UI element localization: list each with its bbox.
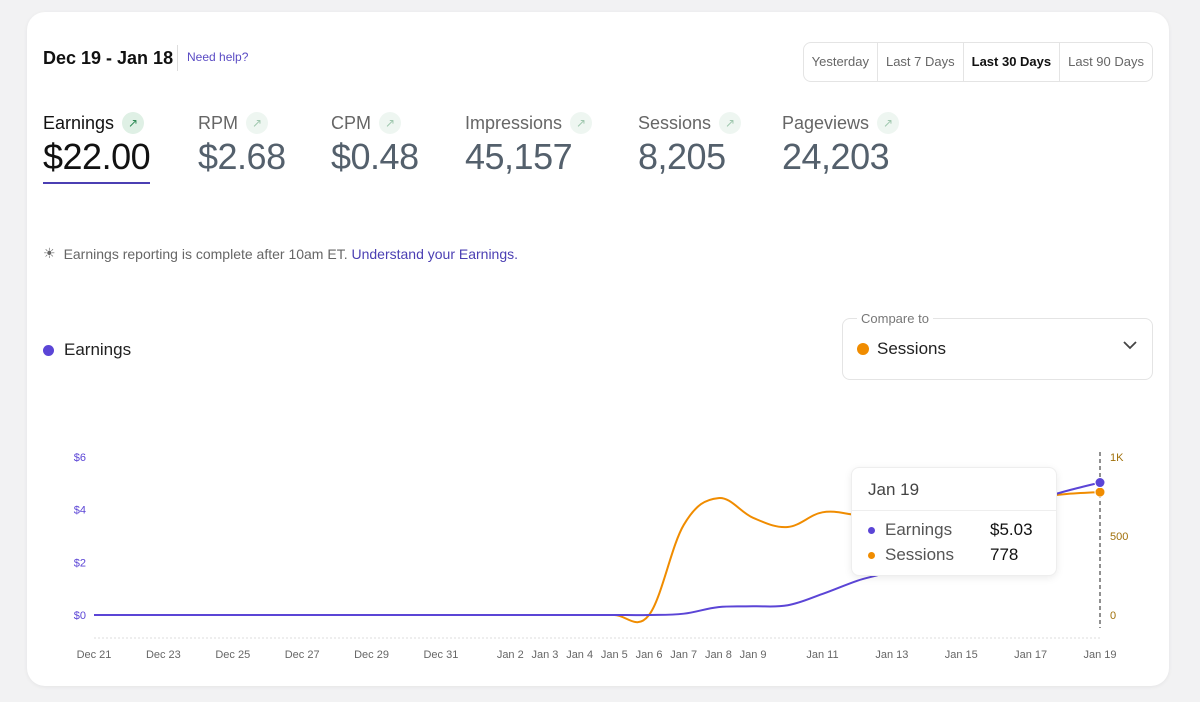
- metric-value: 45,157: [465, 136, 573, 177]
- sessions-dot-icon: [868, 551, 875, 559]
- metric-impressions[interactable]: Impressions ↗ 45,157: [465, 112, 593, 178]
- tooltip-row-earnings: Earnings $5.03: [868, 520, 1040, 540]
- y-right-tick-label: 0: [1110, 610, 1116, 622]
- trend-up-icon: ↗: [246, 112, 268, 134]
- divider: [177, 45, 178, 71]
- metric-label: Sessions: [638, 112, 712, 133]
- chart-tooltip: Jan 19 Earnings $5.03 Sessions 778: [851, 467, 1057, 576]
- period-yesterday[interactable]: Yesterday: [804, 43, 878, 81]
- y-left-tick-label: $2: [74, 557, 86, 569]
- metric-rpm[interactable]: RPM ↗ $2.68: [198, 112, 286, 178]
- metric-sessions[interactable]: Sessions ↗ 8,205: [638, 112, 742, 178]
- trend-up-icon: ↗: [570, 112, 593, 134]
- tooltip-label: Earnings: [885, 520, 953, 539]
- data-point-sessions: [1094, 486, 1106, 498]
- legend-label: Earnings: [64, 340, 132, 359]
- metric-label: CPM: [331, 112, 371, 133]
- tooltip-date: Jan 19: [868, 480, 920, 499]
- metric-label: RPM: [198, 112, 238, 133]
- need-help-link[interactable]: Need help?: [187, 50, 249, 64]
- metric-label: Pageviews: [782, 112, 870, 133]
- x-tick-label: Jan 5: [601, 649, 628, 661]
- earnings-card: Dec 19 - Jan 18 Need help? Yesterday Las…: [27, 12, 1169, 686]
- metric-label: Earnings: [43, 112, 115, 133]
- x-tick-label: Jan 8: [705, 649, 732, 661]
- x-tick-label: Dec 21: [77, 649, 112, 661]
- metric-value: 8,205: [638, 136, 726, 177]
- chevron-down-icon: [1123, 341, 1137, 350]
- x-tick-label: Jan 9: [740, 649, 767, 661]
- metric-value: $22.00: [43, 136, 151, 177]
- compare-to-select[interactable]: Compare to Sessions: [842, 311, 1153, 380]
- x-tick-label: Jan 17: [1014, 649, 1047, 661]
- x-tick-label: Dec 27: [285, 649, 320, 661]
- y-left-tick-label: $0: [74, 610, 86, 622]
- trend-up-icon: ↗: [379, 112, 401, 134]
- sessions-dot-icon: [857, 343, 869, 355]
- earnings-note: ☀ Earnings reporting is complete after 1…: [43, 245, 518, 262]
- sun-icon: ☀: [43, 245, 56, 261]
- y-right-tick-label: 500: [1110, 531, 1128, 543]
- trend-up-icon: ↗: [122, 112, 145, 134]
- compare-value: Sessions: [877, 339, 946, 358]
- x-tick-label: Jan 6: [636, 649, 663, 661]
- data-point-earnings: [1094, 477, 1106, 489]
- x-tick-label: Jan 15: [945, 649, 978, 661]
- understand-earnings-link[interactable]: Understand your Earnings.: [351, 245, 519, 262]
- period-last-30-days[interactable]: Last 30 Days: [964, 43, 1061, 81]
- metric-value: 24,203: [782, 136, 890, 177]
- metric-earnings[interactable]: Earnings ↗ $22.00: [43, 112, 151, 184]
- period-last-7-days[interactable]: Last 7 Days: [878, 43, 964, 81]
- metric-cpm[interactable]: CPM ↗ $0.48: [331, 112, 419, 178]
- metric-value: $0.48: [331, 136, 419, 177]
- tooltip-value: $5.03: [990, 520, 1033, 539]
- tooltip-label: Sessions: [885, 545, 954, 564]
- x-tick-label: Jan 11: [806, 649, 838, 661]
- x-tick-label: Jan 3: [532, 649, 559, 661]
- active-underline: [43, 182, 151, 184]
- x-tick-label: Jan 13: [875, 649, 908, 661]
- period-last-90-days[interactable]: Last 90 Days: [1068, 54, 1144, 69]
- trend-up-icon: ↗: [719, 112, 742, 134]
- tooltip-row-sessions: Sessions 778: [868, 545, 1040, 565]
- x-tick-label: Dec 25: [215, 649, 250, 661]
- y-right-tick-label: 1K: [1110, 452, 1124, 464]
- y-left-tick-label: $4: [74, 505, 86, 517]
- trend-up-icon: ↗: [877, 112, 900, 134]
- earnings-dot-icon: [43, 344, 54, 356]
- x-tick-label: Dec 23: [146, 649, 181, 661]
- x-tick-label: Jan 7: [670, 649, 697, 661]
- metric-value: $2.68: [198, 136, 286, 177]
- metric-label: Impressions: [465, 112, 563, 133]
- x-tick-label: Jan 2: [497, 649, 524, 661]
- date-range-title: Dec 19 - Jan 18: [43, 48, 174, 68]
- chart-legend: Earnings: [43, 340, 131, 360]
- x-tick-label: Jan 19: [1083, 649, 1116, 661]
- y-left-tick-label: $6: [74, 452, 86, 464]
- note-text: Earnings reporting is complete after 10a…: [63, 245, 348, 262]
- earnings-dot-icon: [868, 526, 875, 534]
- tooltip-value: 778: [990, 545, 1019, 564]
- x-tick-label: Dec 29: [354, 649, 389, 661]
- metric-pageviews[interactable]: Pageviews ↗ 24,203: [782, 112, 900, 178]
- compare-label: Compare to: [857, 311, 933, 326]
- x-tick-label: Dec 31: [423, 649, 458, 661]
- x-tick-label: Jan 4: [566, 649, 593, 661]
- period-selector: Yesterday Last 7 Days Last 30 Days Last …: [802, 42, 1153, 82]
